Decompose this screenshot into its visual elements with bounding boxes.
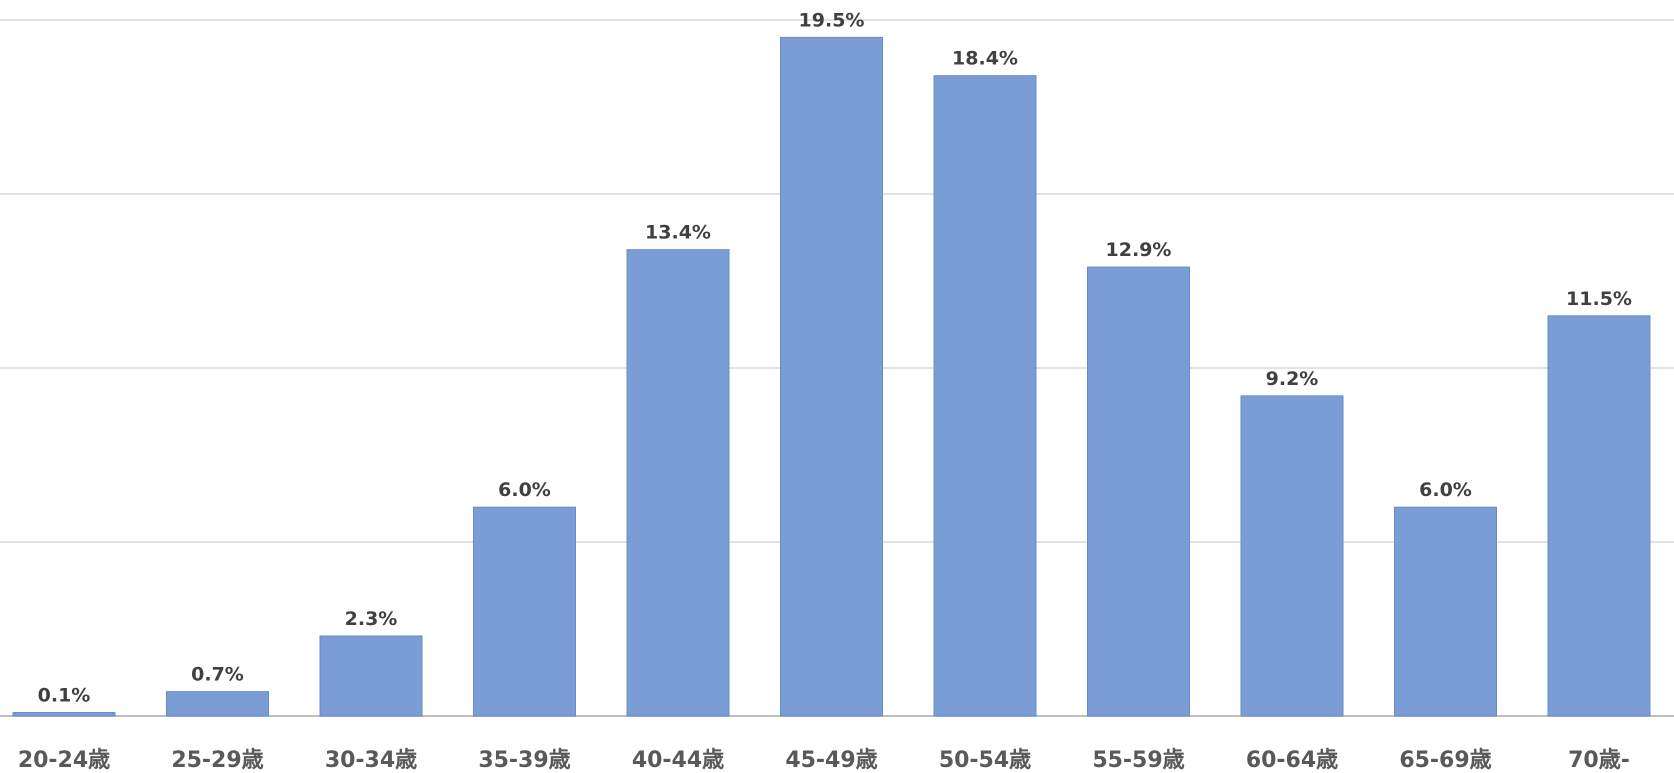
data-label: 18.4%: [952, 48, 1018, 70]
x-tick-label: 65-69歳: [1399, 748, 1491, 773]
data-label: 12.9%: [1106, 239, 1172, 261]
x-tick-label: 20-24歳: [18, 748, 110, 773]
data-label: 19.5%: [799, 9, 865, 31]
x-tick-label: 35-39歳: [478, 748, 570, 773]
bar: [780, 36, 883, 717]
x-tick-label: 45-49歳: [785, 748, 877, 773]
bar: [473, 506, 576, 717]
data-label: 6.0%: [498, 479, 551, 501]
x-tick-label: 50-54歳: [939, 748, 1031, 773]
bar: [626, 249, 730, 717]
bar: [166, 691, 269, 717]
data-labels: 0.1% 0.7% 2.3% 6.0% 13.4% 19.5% 18.4% 12.9% 9.2%…: [38, 9, 1632, 706]
x-tick-label: 30-34歳: [325, 748, 417, 773]
x-tick-label: 70歳-: [1568, 748, 1630, 773]
bar: [933, 75, 1037, 717]
bar: [319, 635, 423, 717]
data-label: 0.1%: [38, 685, 91, 707]
x-tick-label: 25-29歳: [171, 748, 263, 773]
bars: [12, 36, 1651, 717]
data-label: 0.7%: [191, 664, 244, 686]
data-label: 9.2%: [1266, 368, 1319, 390]
x-axis-tick-labels: 20-24歳 25-29歳 30-34歳 35-39歳 40-44歳 45-49歳 50-5…: [18, 748, 1630, 773]
x-tick-label: 55-59歳: [1092, 748, 1184, 773]
bar: [1087, 266, 1190, 717]
bar: [12, 712, 116, 717]
data-label: 6.0%: [1419, 479, 1472, 501]
data-label: 2.3%: [345, 608, 398, 630]
bar: [1240, 395, 1344, 717]
bar: [1394, 506, 1497, 717]
bar: [1547, 315, 1651, 717]
data-label: 13.4%: [645, 222, 711, 244]
data-label: 11.5%: [1566, 288, 1632, 310]
x-tick-label: 40-44歳: [632, 748, 724, 773]
x-tick-label: 60-64歳: [1246, 748, 1338, 773]
